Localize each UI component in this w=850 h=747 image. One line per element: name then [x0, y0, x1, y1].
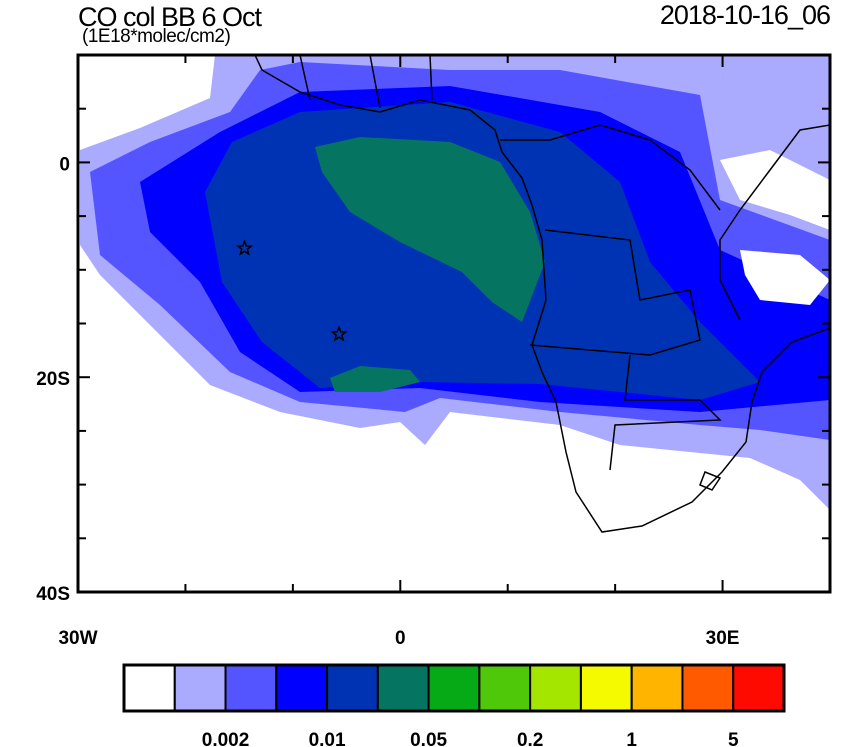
colorbar-label: 0.2 [517, 730, 543, 747]
y-tick-label: 0 [59, 154, 70, 175]
markers [235, 239, 348, 342]
axes: 30W 0 30E 0 20S 40S [36, 54, 831, 649]
colorbar-frame [122, 663, 786, 713]
colorbar-label: 0.05 [410, 730, 447, 747]
x-tick-label: 30W [58, 628, 97, 649]
clear-patch [720, 150, 830, 305]
y-tick-label: 40S [36, 584, 70, 605]
y-tick-label: 20S [36, 369, 70, 390]
colorbar-swatch [123, 664, 176, 712]
colorbar-swatch [275, 664, 329, 712]
colorbar-swatch [478, 664, 532, 712]
colorbar-label: 0.01 [309, 730, 346, 747]
colorbar-swatch [732, 664, 786, 712]
plot-date: 2018-10-16_06 [659, 0, 831, 30]
coastlines [254, 55, 830, 533]
colorbar-swatch [630, 664, 684, 712]
colorbar: 0.002 0.01 0.05 0.2 1 5 [122, 663, 786, 747]
colorbar-swatch [529, 664, 582, 712]
x-tick-label: 30E [706, 628, 740, 649]
contour-level-5b [330, 366, 420, 392]
colorbar-label: 5 [728, 730, 739, 747]
colorbar-swatch [579, 664, 633, 712]
colorbar-swatch [224, 664, 278, 712]
star-marker [235, 239, 254, 256]
colorbar-swatch [326, 664, 379, 712]
colorbar-label: 1 [626, 730, 637, 747]
colorbar-swatch [376, 664, 430, 712]
x-tick-label: 0 [395, 628, 406, 649]
colorbar-swatch [427, 664, 481, 712]
contour-level-5 [315, 137, 545, 322]
plot-title: CO col BB 6 Oct [78, 2, 262, 32]
colorbar-label: 0.002 [202, 730, 250, 747]
plot-units: (1E18*molec/cm2) [82, 26, 231, 47]
co-field [80, 55, 830, 533]
star-marker [330, 325, 348, 342]
colorbar-swatch [173, 664, 227, 712]
colorbar-swatch [681, 664, 735, 712]
